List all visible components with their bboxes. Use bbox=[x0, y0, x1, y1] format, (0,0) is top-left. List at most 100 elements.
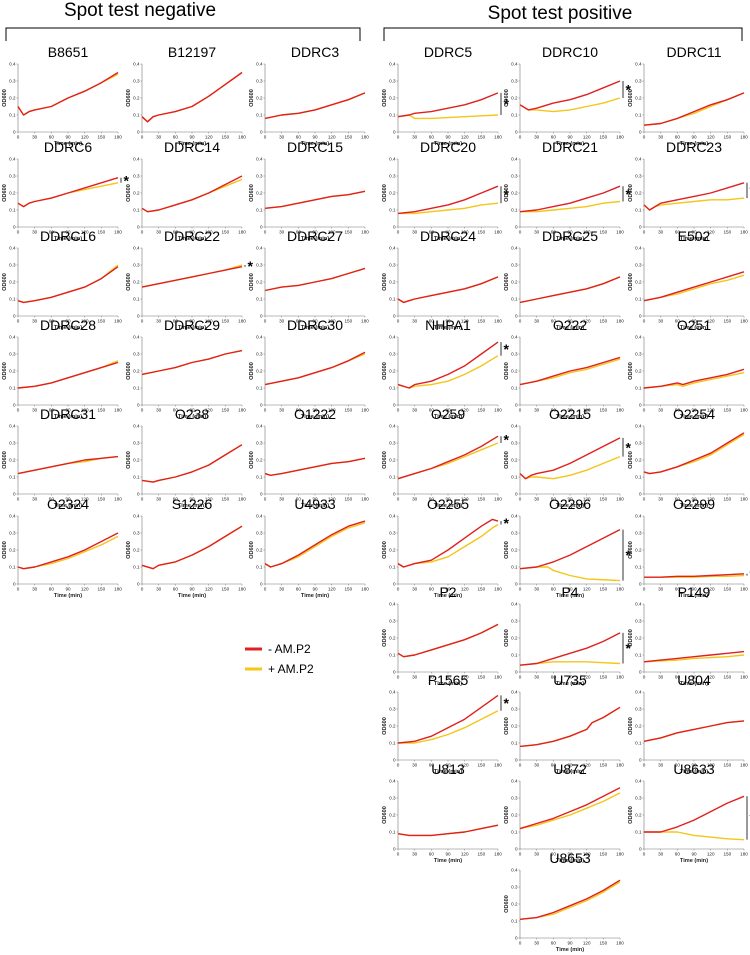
x-tick-label: 150 bbox=[344, 587, 352, 592]
y-axis-label: OD600 bbox=[628, 273, 634, 291]
y-tick-label: 0.4 bbox=[256, 62, 263, 67]
x-axis-label: Time (min) bbox=[680, 325, 708, 331]
y-tick-label: 0.3 bbox=[511, 796, 518, 801]
y-tick-label: 0 bbox=[260, 403, 263, 408]
x-tick-label: 0 bbox=[397, 135, 400, 140]
y-tick-label: 0 bbox=[260, 130, 263, 135]
x-tick-label: 180 bbox=[361, 135, 369, 140]
series-line-minus-am-p2 bbox=[397, 435, 499, 480]
x-tick-label: 60 bbox=[551, 230, 557, 235]
y-axis-label: OD600 bbox=[126, 273, 132, 291]
y-tick-label: 0.4 bbox=[511, 602, 518, 607]
y-tick-label: 0.1 bbox=[9, 565, 16, 570]
x-tick-label: 180 bbox=[361, 319, 369, 324]
chart-title: DDRC23 bbox=[666, 139, 722, 155]
x-tick-label: 0 bbox=[397, 230, 400, 235]
x-tick-label: 180 bbox=[616, 135, 624, 140]
y-tick-label: 0.4 bbox=[133, 514, 140, 519]
x-tick-label: 180 bbox=[740, 497, 748, 502]
x-tick-label: 90 bbox=[189, 408, 195, 413]
x-tick-label: 30 bbox=[534, 941, 540, 946]
y-tick-label: 0 bbox=[13, 492, 16, 497]
y-axis-label: OD600 bbox=[382, 717, 388, 735]
y-tick-label: 0.3 bbox=[635, 263, 642, 268]
x-tick-label: 0 bbox=[643, 587, 646, 592]
x-tick-label: 120 bbox=[81, 135, 89, 140]
x-axis-label: Time (min) bbox=[301, 325, 329, 331]
x-tick-label: 120 bbox=[583, 497, 591, 502]
series-line-minus-am-p2 bbox=[397, 92, 499, 118]
x-tick-label: 0 bbox=[643, 497, 646, 502]
y-tick-label: 0.2 bbox=[133, 548, 140, 553]
section-title-negative: Spot test negative bbox=[64, 0, 216, 21]
x-tick-label: 150 bbox=[477, 408, 485, 413]
y-tick-label: 0.1 bbox=[635, 475, 642, 480]
series-line-minus-am-p2 bbox=[264, 457, 366, 476]
x-tick-label: 30 bbox=[156, 497, 162, 502]
x-tick-label: 90 bbox=[691, 408, 697, 413]
x-tick-label: 150 bbox=[344, 135, 352, 140]
y-tick-label: 0 bbox=[13, 130, 16, 135]
y-tick-label: 0.3 bbox=[256, 531, 263, 536]
series-line-minus-am-p2 bbox=[397, 694, 499, 744]
x-tick-label: 90 bbox=[445, 135, 451, 140]
y-tick-label: 0.2 bbox=[389, 813, 396, 818]
x-tick-label: 0 bbox=[141, 587, 144, 592]
y-axis-label: OD600 bbox=[2, 89, 8, 107]
chart-title: O1222 bbox=[294, 406, 336, 422]
series-line-minus-am-p2 bbox=[17, 361, 119, 389]
series-line-plus-am-p2 bbox=[519, 706, 621, 748]
y-tick-label: 0.2 bbox=[389, 96, 396, 101]
x-tick-label: 0 bbox=[643, 319, 646, 324]
x-tick-label: 180 bbox=[114, 497, 122, 502]
y-tick-label: 0.4 bbox=[635, 246, 642, 251]
y-tick-label: 0.4 bbox=[389, 514, 396, 519]
x-tick-label: 150 bbox=[477, 497, 485, 502]
x-tick-label: 120 bbox=[583, 941, 591, 946]
x-tick-label: 60 bbox=[49, 319, 55, 324]
y-tick-label: 0.3 bbox=[389, 441, 396, 446]
x-tick-label: 120 bbox=[461, 135, 469, 140]
chart-title: U8633 bbox=[673, 761, 714, 777]
x-tick-label: 90 bbox=[567, 941, 573, 946]
series-line-minus-am-p2 bbox=[643, 432, 745, 475]
x-axis-label: Time (min) bbox=[434, 858, 462, 864]
x-tick-label: 0 bbox=[397, 763, 400, 768]
y-tick-label: 0.1 bbox=[635, 565, 642, 570]
y-tick-label: 0 bbox=[137, 582, 140, 587]
x-tick-label: 120 bbox=[461, 675, 469, 680]
y-tick-label: 0.3 bbox=[635, 441, 642, 446]
x-tick-label: 0 bbox=[141, 319, 144, 324]
series-line-plus-am-p2 bbox=[644, 831, 745, 841]
legend-label-plus: + AM.P2 bbox=[268, 662, 314, 676]
series-line-plus-am-p2 bbox=[397, 523, 499, 568]
series-line-minus-am-p2 bbox=[397, 824, 499, 837]
x-tick-label: 30 bbox=[658, 408, 664, 413]
x-tick-label: 30 bbox=[412, 135, 418, 140]
series-line-minus-am-p2 bbox=[17, 177, 119, 208]
x-tick-label: 120 bbox=[205, 135, 213, 140]
x-tick-label: 120 bbox=[328, 135, 336, 140]
x-tick-label: 120 bbox=[81, 587, 89, 592]
series-line-minus-am-p2 bbox=[264, 92, 366, 120]
x-tick-label: 60 bbox=[49, 408, 55, 413]
x-axis-label: Time (min) bbox=[434, 414, 462, 420]
x-tick-label: 180 bbox=[740, 675, 748, 680]
x-axis-label: Time (min) bbox=[178, 141, 206, 147]
y-tick-label: 0.1 bbox=[511, 386, 518, 391]
y-tick-label: 0.1 bbox=[511, 297, 518, 302]
x-tick-label: 120 bbox=[707, 497, 715, 502]
x-tick-label: 180 bbox=[114, 587, 122, 592]
y-tick-label: 0.2 bbox=[9, 458, 16, 463]
x-tick-label: 120 bbox=[583, 675, 591, 680]
x-tick-label: 60 bbox=[429, 408, 435, 413]
y-tick-label: 0 bbox=[639, 492, 642, 497]
x-axis-label: Time (min) bbox=[301, 503, 329, 509]
x-tick-label: 180 bbox=[238, 408, 246, 413]
x-tick-label: 90 bbox=[65, 319, 71, 324]
series-line-plus-am-p2 bbox=[397, 623, 499, 658]
x-tick-label: 60 bbox=[49, 497, 55, 502]
x-tick-label: 60 bbox=[173, 587, 179, 592]
y-tick-label: 0.1 bbox=[9, 475, 16, 480]
x-tick-label: 60 bbox=[551, 763, 557, 768]
